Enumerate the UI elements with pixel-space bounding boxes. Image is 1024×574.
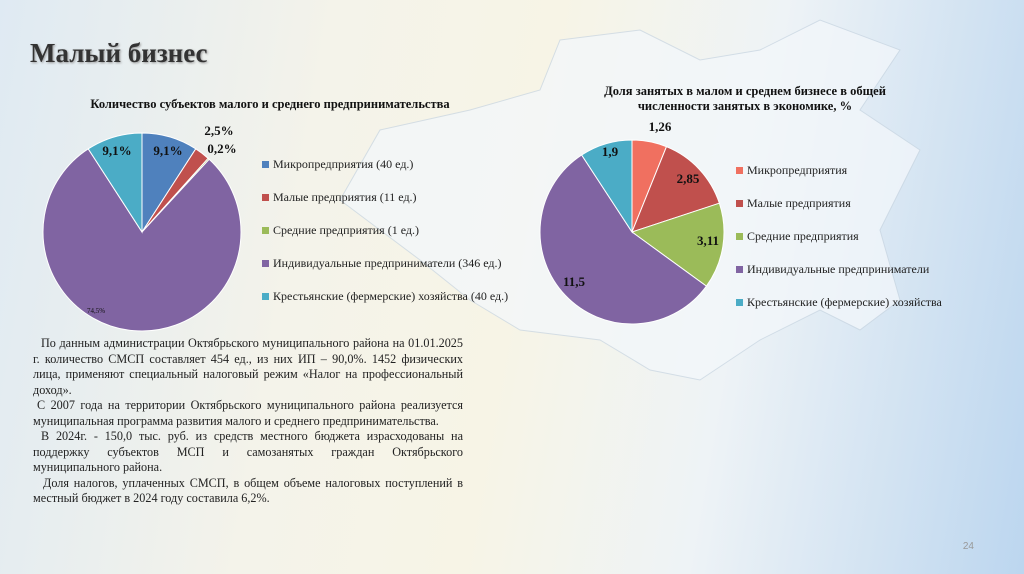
data-label: 0,2% xyxy=(207,141,236,156)
pie-slice xyxy=(42,148,242,332)
data-label: 1,26 xyxy=(649,119,672,134)
pie-slice xyxy=(630,202,725,287)
page-number: 24 xyxy=(962,541,974,552)
data-label: 3,11 xyxy=(697,233,719,248)
legend-label: Малые предприятия (11 ед.) xyxy=(273,190,417,204)
description-text: По данным администрации Октябрьского мун… xyxy=(33,336,463,507)
paragraph: По данным администрации Октябрьского мун… xyxy=(33,336,463,397)
legend-swatch xyxy=(262,227,269,234)
legend-swatch xyxy=(736,266,743,273)
chart1-legend: Микропредприятия (40 ед.) Малые предприят… xyxy=(262,157,512,322)
paragraph: В 2024г. - 150,0 тыс. руб. из средств ме… xyxy=(33,429,463,474)
legend-item: Микропредприятия (40 ед.) xyxy=(262,157,512,171)
legend-label: Крестьянские (фермерские) хозяйства xyxy=(747,295,942,309)
legend-item: Малые предприятия (11 ед.) xyxy=(262,190,512,204)
legend-item: Крестьянские (фермерские) хозяйства xyxy=(736,295,996,309)
legend-swatch xyxy=(262,260,269,267)
legend-swatch xyxy=(262,161,269,168)
legend-item: Микропредприятия xyxy=(736,163,996,177)
legend-swatch xyxy=(262,194,269,201)
legend-label: Индивидуальные предприниматели xyxy=(747,262,930,276)
pie-chart-employment: 1,26 2,85 3,11 11,5 1,9 xyxy=(539,119,725,325)
legend-swatch xyxy=(736,200,743,207)
pie-slice xyxy=(580,139,633,234)
legend-item: Малые предприятия xyxy=(736,196,996,210)
data-label: 2,85 xyxy=(677,171,700,186)
slide-title: Малый бизнес xyxy=(30,38,208,68)
data-label: 9,1% xyxy=(153,143,182,158)
pie-chart-subjects: 9,1% 2,5% 0,2% 74,5% 9,1% xyxy=(42,123,242,332)
data-label: 74,5% xyxy=(87,307,105,315)
legend-label: Средние предприятия (1 ед.) xyxy=(273,223,419,237)
legend-item: Средние предприятия xyxy=(736,229,996,243)
legend-item: Индивидуальные предприниматели xyxy=(736,262,996,276)
chart1-title: Количество субъектов малого и среднего п… xyxy=(90,97,450,111)
legend-swatch xyxy=(736,299,743,306)
pie-slice xyxy=(87,132,143,234)
legend-item: Индивидуальные предприниматели (346 ед.) xyxy=(262,256,512,270)
legend-item: Крестьянские (фермерские) хозяйства (40 … xyxy=(262,289,512,303)
data-label: 2,5% xyxy=(204,123,233,138)
legend-label: Малые предприятия xyxy=(747,196,851,210)
legend-swatch xyxy=(736,233,743,240)
legend-swatch xyxy=(262,293,269,300)
legend-label: Микропредприятия (40 ед.) xyxy=(273,157,414,171)
pie-slice xyxy=(539,154,708,325)
legend-swatch xyxy=(736,167,743,174)
chart2-title: Доля занятых в малом и среднем бизнесе в… xyxy=(604,84,886,113)
data-label: 9,1% xyxy=(102,143,131,158)
legend-label: Средние предприятия xyxy=(747,229,859,243)
chart2-legend: Микропредприятия Малые предприятия Средние… xyxy=(736,163,996,328)
legend-item: Средние предприятия (1 ед.) xyxy=(262,223,512,237)
paragraph: С 2007 года на территории Октябрьского м… xyxy=(33,398,463,428)
pie-slice xyxy=(631,146,721,233)
data-label: 1,9 xyxy=(602,144,619,159)
legend-label: Индивидуальные предприниматели (346 ед.) xyxy=(273,256,502,270)
data-label: 11,5 xyxy=(563,274,586,289)
legend-label: Крестьянские (фермерские) хозяйства (40 … xyxy=(273,289,509,303)
paragraph: Доля налогов, уплаченных СМСП, в общем о… xyxy=(33,475,463,506)
legend-label: Микропредприятия xyxy=(747,163,848,177)
